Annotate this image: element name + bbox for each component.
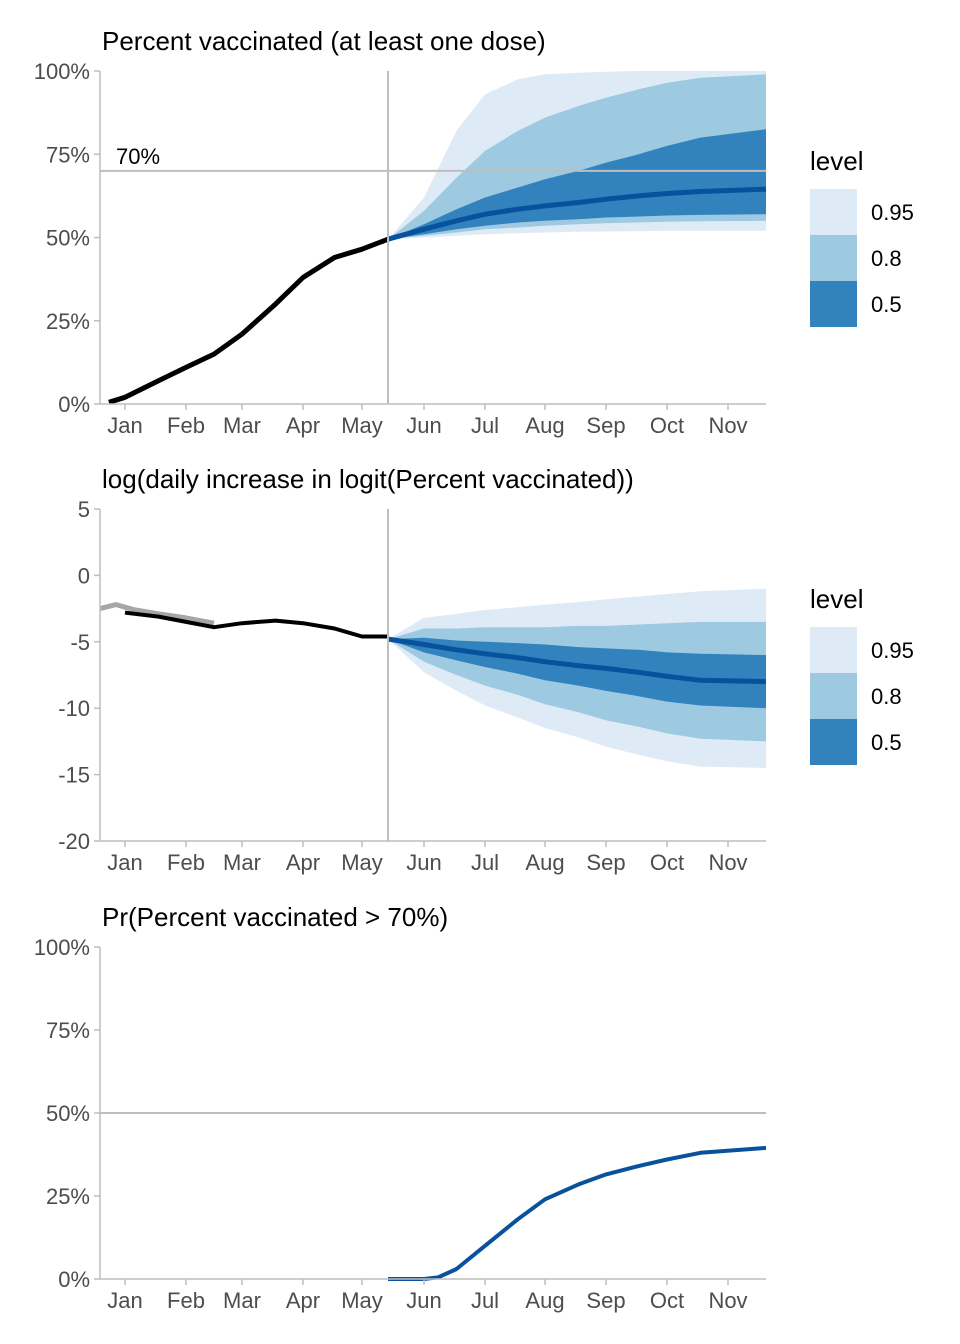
panel-2-x-tick-label: Oct: [650, 1288, 684, 1313]
panel-2-x-tick-label: Jan: [107, 1288, 142, 1313]
panel-0-y-tick-label: 100%: [34, 59, 90, 84]
panel-2-y-tick-label: 0%: [58, 1267, 90, 1292]
panel-3-axes: 0% 25% 50% 75% 100% Jan Feb Mar Apr May Jun Jul Aug S…: [34, 935, 766, 1313]
panel-1-x-tick-label: Jul: [471, 850, 499, 875]
panel-0-x-tick-label: Jul: [471, 413, 499, 438]
forecast-median-line: [387, 186, 767, 242]
panel-2-x-tick-label: Sep: [586, 1288, 625, 1313]
panel-2-legend-label: 0.95: [871, 638, 914, 663]
panel-0-x-tick-label: Sep: [586, 413, 625, 438]
panel-1-legend-label: 0.5: [871, 292, 902, 317]
panel-2-y-tick-label: 100%: [34, 935, 90, 960]
panel-2-x-tick-label: Jun: [406, 1288, 441, 1313]
panel-1-axes: 0% 25% 50% 75% 100% Jan Feb Mar Apr May Jun Jul Aug S…: [34, 59, 766, 438]
panel-2-legend-label: 0.5: [871, 730, 902, 755]
panel-2-y-tick-label: 50%: [46, 1101, 90, 1126]
panel-2-x-tick-label: Nov: [708, 1288, 747, 1313]
panel-2-x-tick-label: Apr: [286, 1288, 320, 1313]
panel-2-legend-key: [810, 719, 857, 765]
forecast-median-line: [387, 636, 767, 685]
panel-2-lines: [99, 509, 767, 841]
panel-2-bands: [388, 588, 766, 768]
panel-0-x-tick-label: Apr: [286, 413, 320, 438]
panel-0-y-tick-label: 25%: [46, 309, 90, 334]
legend-1-title: level: [810, 146, 863, 176]
panel-1-x-tick-label: Apr: [286, 850, 320, 875]
panel-1-x-tick-label: Sep: [586, 850, 625, 875]
panel-0-y-tick-label: 0%: [58, 392, 90, 417]
panel-2-legend-label: 0.8: [871, 684, 902, 709]
panel-2-legend-key: [810, 673, 857, 719]
panel-1-x-tick-label: Mar: [223, 850, 261, 875]
panel-1-legend-label: 0.8: [871, 246, 902, 271]
panel-0-x-tick-label: Jan: [107, 413, 142, 438]
panel-1-legend-key: [810, 281, 857, 327]
panel-probability-over-70: Pr(Percent vaccinated > 70%) 0% 25% 50% 75%…: [34, 902, 767, 1313]
legend-2-title: level: [810, 584, 863, 614]
panel-log-daily-increase: log(daily increase in logit(Percent vacc…: [58, 464, 914, 875]
panel-0-x-tick-label: Jun: [406, 413, 441, 438]
panel-1-y-tick-label: -5: [70, 630, 90, 655]
panel-1-legend-label: 0.95: [871, 200, 914, 225]
panel-1-x-tick-label: Feb: [167, 850, 205, 875]
observed-line: [108, 236, 389, 405]
band-50: [388, 129, 766, 240]
panel-0-y-tick-label: 75%: [46, 142, 90, 167]
panel-1-y-tick-label: 0: [78, 563, 90, 588]
panel-1-lines: [108, 71, 767, 405]
panel-0-x-tick-label: May: [341, 413, 383, 438]
observed-line: [124, 610, 388, 639]
panel-2-y-tick-label: 75%: [46, 1018, 90, 1043]
panel-2-y-tick-label: 25%: [46, 1184, 90, 1209]
panel-0-x-tick-label: Mar: [223, 413, 261, 438]
panel-1-legend: level 0.95 0.8 0.5: [810, 146, 914, 327]
panel-1-x-tick-label: Aug: [525, 850, 564, 875]
panel-0-x-tick-label: Aug: [525, 413, 564, 438]
panel-2-legend: level 0.95 0.8 0.5: [810, 584, 914, 765]
panel-1-reference-label: 70%: [116, 144, 160, 169]
panel-2-legend-key: [810, 627, 857, 673]
panel-3-lines: [388, 1145, 767, 1281]
panel-2-title: log(daily increase in logit(Percent vacc…: [102, 464, 634, 494]
panel-1-y-tick-label: -15: [58, 763, 90, 788]
panel-0-x-tick-label: Oct: [650, 413, 684, 438]
panel-1-y-tick-label: -20: [58, 829, 90, 854]
panel-1-legend-key: [810, 235, 857, 281]
panel-1-y-tick-label: 5: [78, 497, 90, 522]
panel-1-x-tick-label: Jan: [107, 850, 142, 875]
panel-1-title: Percent vaccinated (at least one dose): [102, 26, 546, 56]
panel-1-legend-key: [810, 189, 857, 235]
panel-0-y-tick-label: 50%: [46, 226, 90, 251]
panel-2-axes: -20 -15 -10 -5 0 5 Jan Feb Mar Apr May Jun Jul Aug Sep…: [58, 497, 766, 875]
panel-1-x-tick-label: Nov: [708, 850, 747, 875]
panel-0-x-tick-label: Feb: [167, 413, 205, 438]
panel-3-title: Pr(Percent vaccinated > 70%): [102, 902, 448, 932]
panel-2-x-tick-label: Jul: [471, 1288, 499, 1313]
panel-percent-vaccinated: Percent vaccinated (at least one dose) 7…: [34, 26, 914, 438]
panel-2-x-tick-label: May: [341, 1288, 383, 1313]
panel-2-x-tick-label: Mar: [223, 1288, 261, 1313]
panel-0-x-tick-label: Nov: [708, 413, 747, 438]
probability-line: [388, 1145, 767, 1281]
panel-1-bands: [388, 71, 766, 240]
panel-2-x-tick-label: Feb: [167, 1288, 205, 1313]
observed-excluded-line: [99, 602, 215, 626]
panel-1-x-tick-label: Jun: [406, 850, 441, 875]
panel-1-y-tick-label: -10: [58, 696, 90, 721]
panel-1-x-tick-label: May: [341, 850, 383, 875]
panel-2-x-tick-label: Aug: [525, 1288, 564, 1313]
panel-1-x-tick-label: Oct: [650, 850, 684, 875]
